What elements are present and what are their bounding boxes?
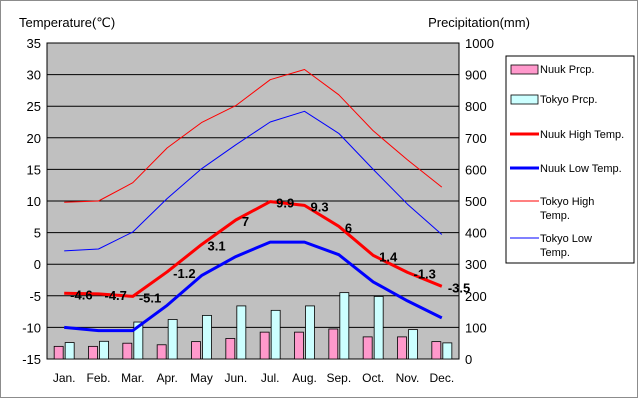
bar-tokyo-prcp bbox=[305, 305, 315, 360]
left-tick-label: 0 bbox=[34, 257, 41, 272]
legend-label: Nuuk High Temp. bbox=[540, 129, 624, 141]
legend-label: Temp. bbox=[540, 210, 570, 222]
legend-label: Tokyo Low bbox=[540, 233, 592, 245]
category-label: Nov. bbox=[396, 371, 420, 385]
data-label: -4.6 bbox=[70, 287, 92, 302]
legend-box bbox=[505, 55, 635, 264]
data-label: 7 bbox=[242, 214, 249, 229]
right-tick-label: 1000 bbox=[465, 36, 494, 51]
right-tick-label: 900 bbox=[465, 68, 487, 83]
bar-nuuk-prcp bbox=[294, 331, 304, 360]
line-nuuk-low-temp bbox=[64, 240, 443, 333]
legend-swatch bbox=[510, 64, 539, 75]
category-label: Oct. bbox=[362, 371, 384, 385]
bar-tokyo-prcp bbox=[202, 314, 212, 360]
category-label: May bbox=[190, 371, 213, 385]
legend-label: Nuuk Prcp. bbox=[540, 64, 594, 76]
data-label: 9.9 bbox=[276, 196, 294, 211]
bar-nuuk-prcp bbox=[191, 341, 201, 360]
bar-nuuk-prcp bbox=[156, 344, 167, 360]
left-tick-label: 15 bbox=[27, 162, 41, 177]
right-tick-label: 0 bbox=[465, 352, 472, 367]
category-label: Apr. bbox=[156, 371, 177, 385]
right-tick-label: 400 bbox=[465, 226, 487, 241]
left-tick-label: -5 bbox=[29, 289, 41, 304]
bar-tokyo-prcp bbox=[236, 305, 247, 360]
bar-tokyo-prcp bbox=[99, 340, 109, 360]
left-tick-label: 25 bbox=[27, 99, 41, 114]
category-label: Aug. bbox=[292, 371, 317, 385]
bar-tokyo-prcp bbox=[167, 319, 178, 360]
category-label: Mar. bbox=[121, 371, 144, 385]
data-label: 1.4 bbox=[379, 249, 398, 264]
legend-label: Temp. bbox=[540, 247, 570, 259]
bar-tokyo-prcp bbox=[339, 292, 350, 360]
bar-nuuk-prcp bbox=[53, 345, 64, 360]
data-label: -1.3 bbox=[414, 266, 436, 281]
category-label: Jul. bbox=[261, 371, 280, 385]
data-label: -4.7 bbox=[105, 288, 127, 303]
right-axis-title: Precipitation(mm) bbox=[428, 15, 530, 30]
bar-nuuk-prcp bbox=[122, 342, 133, 360]
right-tick-label: 500 bbox=[465, 194, 487, 209]
right-tick-label: 300 bbox=[465, 257, 487, 272]
left-tick-label: 30 bbox=[27, 68, 41, 83]
bar-nuuk-prcp bbox=[328, 328, 339, 360]
bar-nuuk-prcp bbox=[88, 345, 98, 360]
right-tick-label: 100 bbox=[465, 320, 487, 335]
bar-tokyo-prcp bbox=[270, 309, 281, 360]
line-nuuk-high-temp bbox=[64, 200, 443, 298]
category-label: Dec. bbox=[429, 371, 454, 385]
right-tick-label: 200 bbox=[465, 289, 487, 304]
legend: Nuuk Prcp. Tokyo Prcp. Nuuk High Temp. Nuuk… bbox=[505, 55, 635, 264]
left-tick-label: 20 bbox=[27, 131, 41, 146]
bar-tokyo-prcp bbox=[64, 342, 75, 360]
bar-tokyo-prcp bbox=[133, 321, 144, 360]
plot-area: 35302520151050-5-10-15100090080070060050… bbox=[22, 36, 494, 385]
right-tick-label: 700 bbox=[465, 131, 487, 146]
bar-tokyo-prcp bbox=[373, 296, 384, 360]
data-label: 9.3 bbox=[311, 199, 329, 214]
legend-swatch bbox=[510, 94, 539, 105]
data-label: -5.1 bbox=[139, 290, 161, 305]
bar-nuuk-prcp bbox=[225, 338, 236, 360]
category-label: Jan. bbox=[53, 371, 76, 385]
category-label: Jun. bbox=[224, 371, 247, 385]
line-tokyo-high-temp bbox=[64, 69, 443, 203]
right-tick-label: 600 bbox=[465, 162, 487, 177]
bar-nuuk-prcp bbox=[431, 341, 442, 360]
data-label: 6 bbox=[345, 220, 352, 235]
bar-tokyo-prcp bbox=[408, 329, 418, 360]
bar-nuuk-prcp bbox=[259, 331, 270, 360]
legend-label: Nuuk Low Temp. bbox=[540, 163, 622, 175]
bar-nuuk-prcp bbox=[397, 336, 407, 360]
data-label: -1.2 bbox=[173, 266, 195, 281]
right-tick-label: 800 bbox=[465, 99, 487, 114]
left-tick-label: 10 bbox=[27, 194, 41, 209]
bar-tokyo-prcp bbox=[442, 342, 453, 360]
left-tick-label: 5 bbox=[34, 226, 41, 241]
data-label: -3.5 bbox=[448, 280, 470, 295]
category-label: Feb. bbox=[86, 371, 110, 385]
bar-nuuk-prcp bbox=[362, 336, 373, 360]
left-tick-label: 35 bbox=[27, 36, 41, 51]
data-label: 3.1 bbox=[208, 239, 226, 254]
left-tick-label: -15 bbox=[22, 352, 41, 367]
legend-label: Tokyo High bbox=[540, 196, 594, 208]
category-label: Sep. bbox=[326, 371, 351, 385]
line-tokyo-low-temp bbox=[64, 110, 443, 252]
left-tick-label: -10 bbox=[22, 320, 41, 335]
legend-label: Tokyo Prcp. bbox=[540, 94, 597, 106]
left-axis-title: Temperature(℃) bbox=[19, 15, 115, 30]
